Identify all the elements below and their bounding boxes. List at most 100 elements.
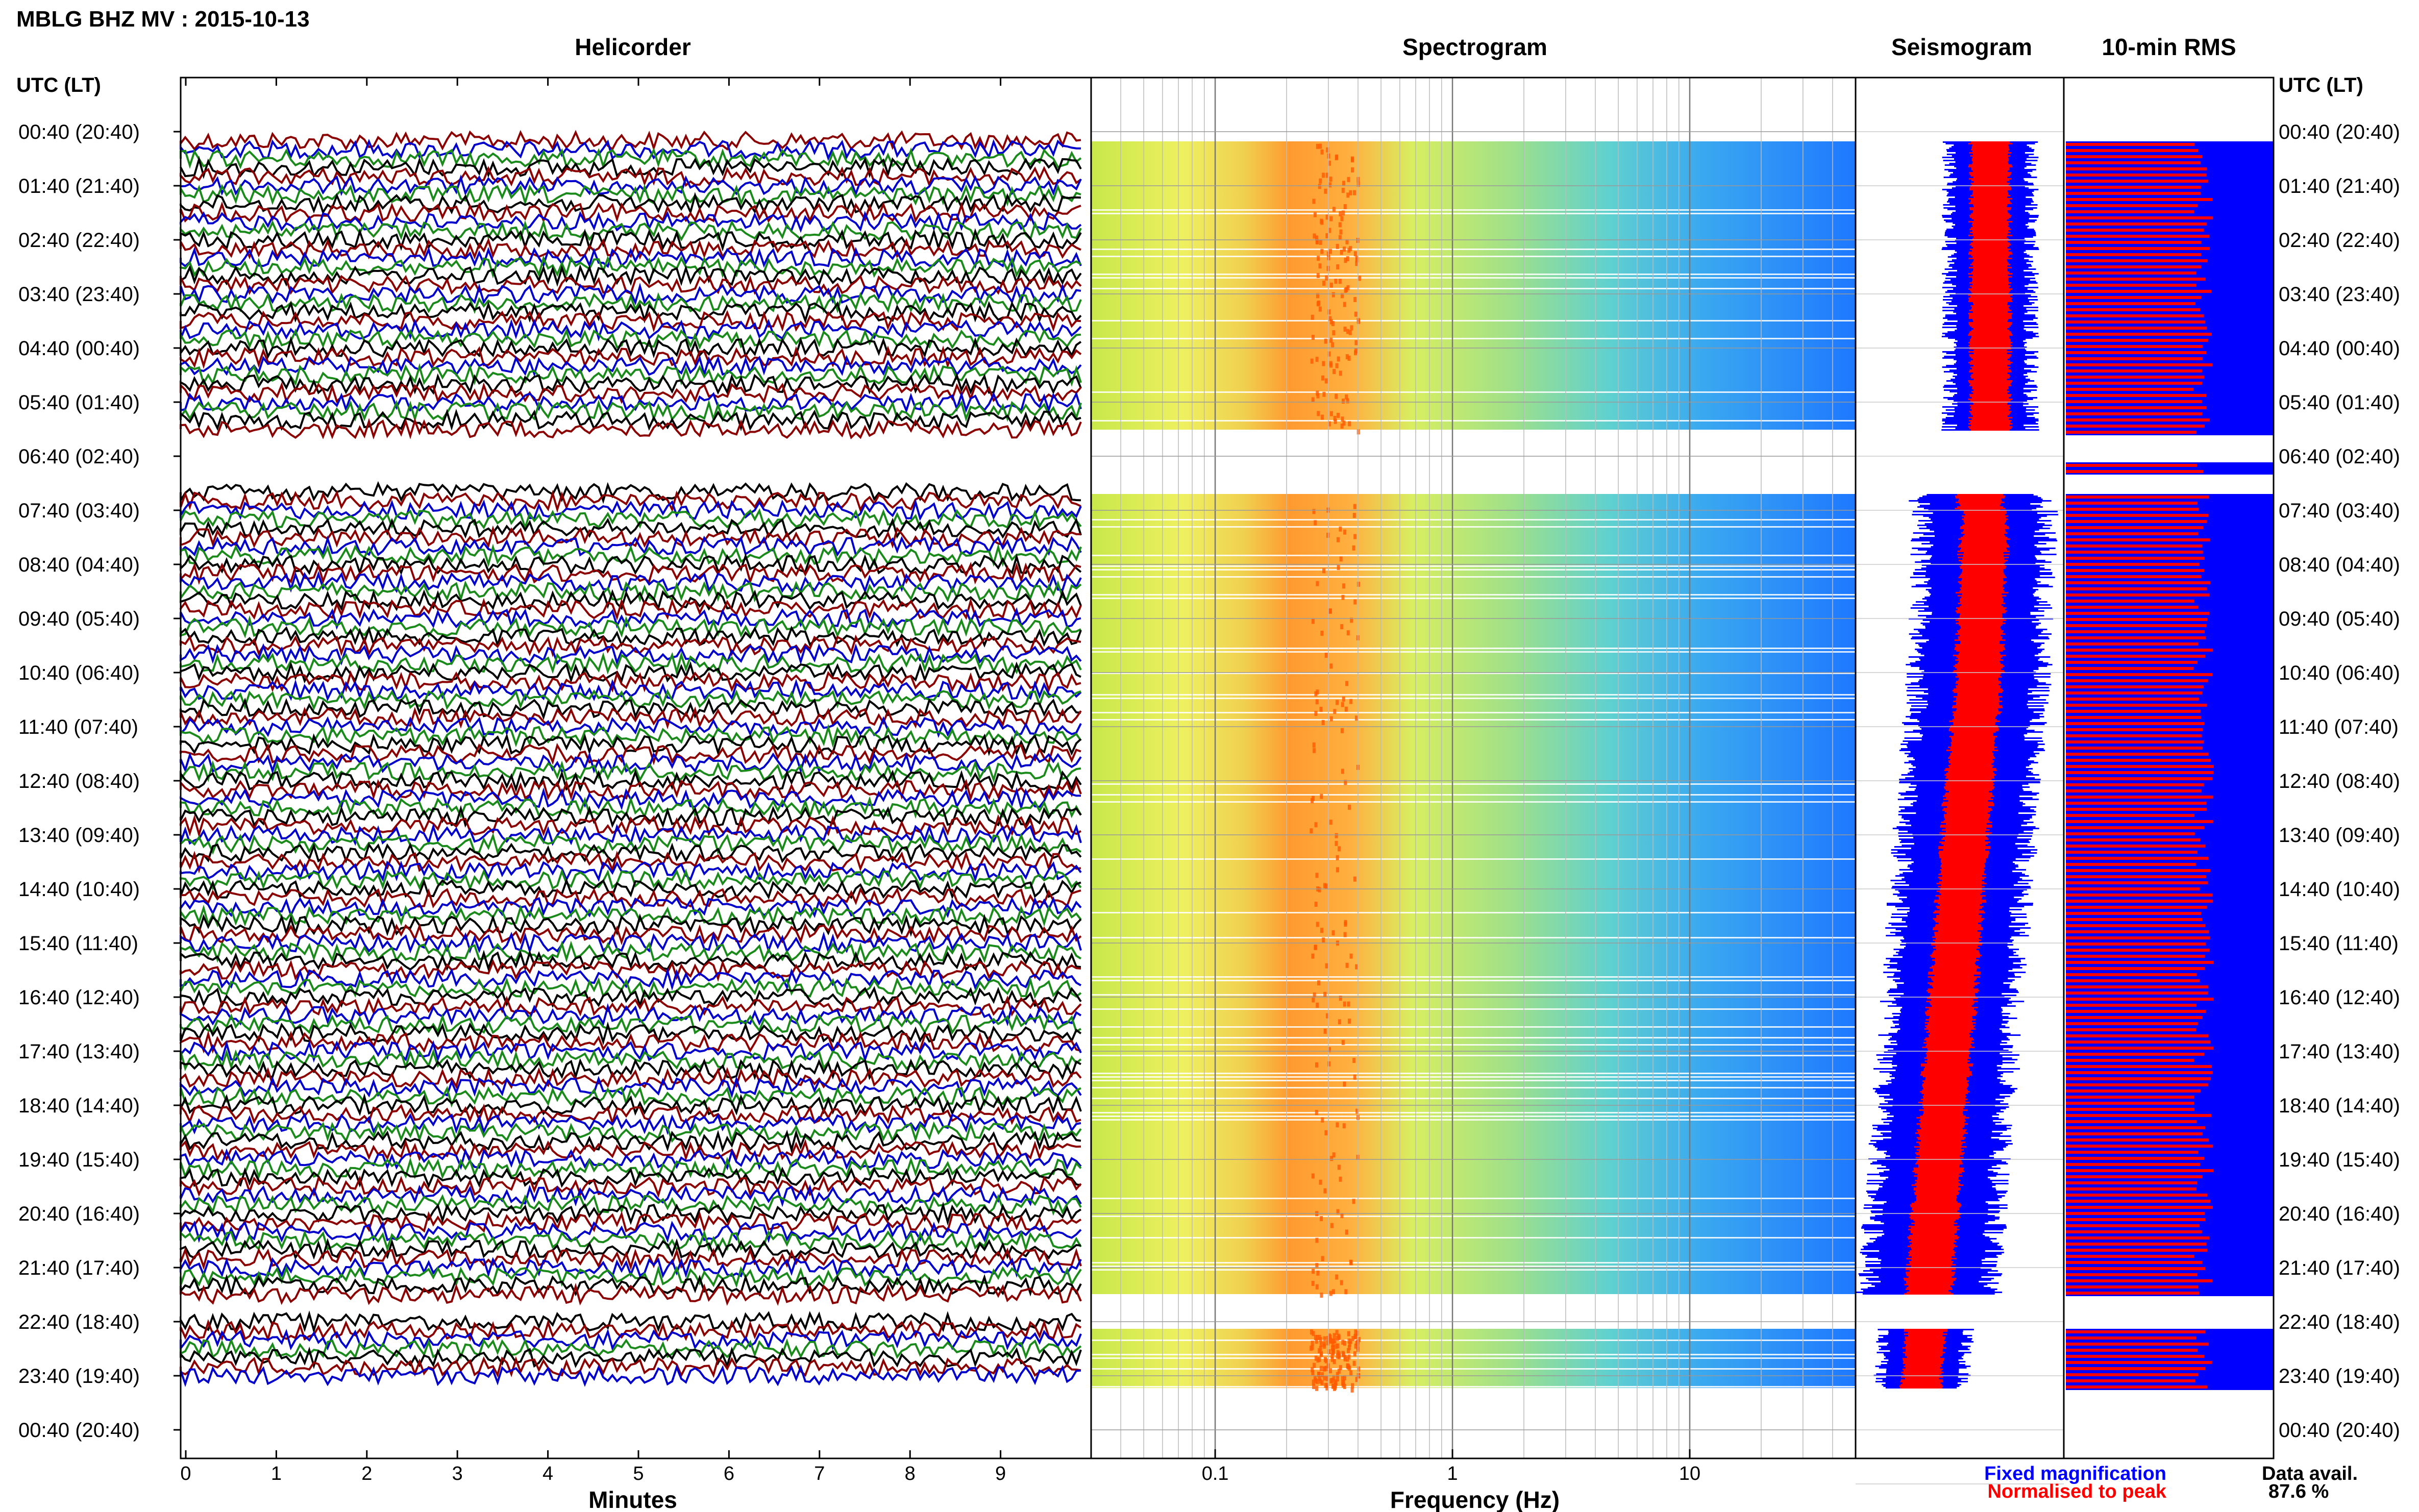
- rms-bar-normalised: [2066, 241, 2202, 244]
- rms-bar-normalised: [2066, 1236, 2210, 1240]
- rms-bar-normalised: [2066, 869, 2210, 872]
- rms-bar-normalised: [2066, 1206, 2213, 1209]
- helicorder-trace-line: [180, 651, 1082, 676]
- rms-bar-normalised: [2066, 186, 2201, 189]
- rms-bar-normalised: [2066, 210, 2194, 213]
- helicorder-trace-line: [180, 1337, 1082, 1360]
- time-label-right: 22:40 (18:40): [2279, 1311, 2400, 1333]
- helicorder-trace-line: [180, 391, 1082, 414]
- rms-bar-normalised: [2066, 470, 2204, 473]
- rms-bar-normalised: [2066, 949, 2210, 952]
- helicorder-trace-line: [180, 1184, 1082, 1207]
- rms-bar-normalised: [2066, 698, 2199, 701]
- rms-bar-normalised: [2066, 1053, 2204, 1056]
- helicorder-trace-line: [180, 842, 1082, 864]
- rms-bar-normalised: [2066, 973, 2197, 976]
- time-label-right: 02:40 (22:40): [2279, 229, 2400, 252]
- rms-bar-normalised: [2066, 863, 2196, 866]
- rms-bar-normalised: [2066, 339, 2208, 342]
- rms-bar-normalised: [2066, 636, 2206, 639]
- rms-bar-normalised: [2066, 1200, 2211, 1203]
- rms-bar-normalised: [2066, 753, 2209, 756]
- helicorder-x-tick-label: 0: [180, 1463, 191, 1484]
- helicorder-x-tick-label: 2: [361, 1463, 372, 1484]
- rms-bar-normalised: [2066, 253, 2202, 256]
- rms-bar-normalised: [2066, 1343, 2209, 1346]
- helicorder-x-tick-label: 9: [995, 1463, 1006, 1484]
- time-label-right: 20:40 (16:40): [2279, 1203, 2400, 1225]
- helicorder-trace-line: [180, 318, 1082, 342]
- helicorder-trace-line: [180, 228, 1082, 252]
- rms-bar-normalised: [2066, 845, 2206, 848]
- rms-bar-normalised: [2066, 1261, 2203, 1264]
- rms-bar-normalised: [2066, 431, 2197, 434]
- time-label-left: 10:40 (06:40): [18, 662, 140, 684]
- helicorder-trace-line: [180, 995, 1082, 1017]
- helicorder-trace-line: [180, 363, 1082, 387]
- rms-bar-normalised: [2066, 1102, 2194, 1105]
- helicorder-trace-line: [180, 382, 1082, 405]
- helicorder-trace-line: [180, 940, 1082, 963]
- rms-bar-normalised: [2066, 575, 2202, 578]
- helicorder-trace-line: [180, 130, 1081, 152]
- time-label-right: 12:40 (08:40): [2279, 770, 2400, 792]
- helicorder-trace-line: [180, 597, 1082, 621]
- rms-bar-normalised: [2066, 881, 2208, 884]
- helicorder-trace-line: [180, 923, 1082, 946]
- spectrogram-x-tick-label: 1: [1447, 1463, 1458, 1484]
- rms-bar-normalised: [2066, 759, 2211, 762]
- rms-bar-normalised: [2066, 642, 2199, 646]
- rms-bar-normalised: [2066, 320, 2205, 324]
- rms-bar-normalised: [2066, 851, 2198, 854]
- helicorder-trace-line: [180, 183, 1081, 207]
- rms-bar-normalised: [2066, 563, 2200, 566]
- rms-bar-normalised: [2066, 1071, 2213, 1074]
- rms-bar-normalised: [2066, 333, 2212, 336]
- helicorder-trace-line: [180, 868, 1082, 891]
- time-label-left: 12:40 (08:40): [18, 770, 140, 792]
- helicorder-trace-line: [180, 498, 1082, 522]
- time-label-left: 09:40 (05:40): [18, 608, 140, 630]
- rms-bar-normalised: [2066, 259, 2208, 262]
- helicorder-trace-line: [180, 958, 1081, 982]
- rms-bar-normalised: [2066, 296, 2202, 299]
- spectrogram-x-tick-label: 10: [1679, 1463, 1700, 1484]
- time-label-left: 13:40 (09:40): [18, 824, 140, 847]
- helicorder-trace-line: [180, 968, 1082, 991]
- helicorder-trace-line: [180, 508, 1082, 531]
- rms-bar-normalised: [2066, 600, 2194, 603]
- helicorder-trace-line: [180, 1175, 1082, 1198]
- rms-bar-normalised: [2066, 327, 2207, 330]
- rms-bar-normalised: [2066, 167, 2207, 170]
- helicorder-trace-line: [180, 1238, 1081, 1260]
- rms-bar-normalised: [2066, 222, 2207, 226]
- rms-bar-normalised: [2066, 1279, 2213, 1282]
- helicorder-x-tick-label: 3: [452, 1463, 463, 1484]
- rms-bar-normalised: [2066, 1059, 2194, 1062]
- spectrogram-band: [1091, 494, 1856, 1294]
- helicorder-trace-line: [180, 1310, 1081, 1334]
- helicorder-trace-line: [180, 904, 1082, 928]
- rms-bar-normalised: [2066, 1040, 2211, 1044]
- rms-bar-normalised: [2066, 1004, 2196, 1007]
- time-label-left: 06:40 (02:40): [18, 445, 140, 468]
- seismogram-panel: [1855, 77, 2065, 1484]
- rms-bar-normalised: [2066, 180, 2208, 183]
- helicorder-trace-line: [180, 417, 1082, 440]
- time-label-left: 05:40 (01:40): [18, 391, 140, 414]
- rms-bar-normalised: [2066, 425, 2205, 428]
- rms-bar-normalised: [2066, 673, 2213, 676]
- rms-bar-normalised: [2066, 204, 2198, 207]
- helicorder-trace-line: [180, 887, 1081, 909]
- time-label-left: 11:40 (07:40): [18, 716, 138, 738]
- rms-bar-normalised: [2066, 216, 2213, 219]
- helicorder-ticks: 0 1 2 3 4 5 6 7 8 9: [180, 78, 1006, 1484]
- rms-bar-normalised: [2066, 783, 2204, 786]
- time-label-right: 00:40 (20:40): [2279, 1419, 2400, 1442]
- time-label-right: 19:40 (15:40): [2279, 1149, 2400, 1171]
- rms-bar-normalised: [2066, 1224, 2200, 1227]
- rms-bar-normalised: [2066, 508, 2199, 511]
- helicorder-trace-line: [180, 400, 1082, 423]
- rms-bar-normalised: [2066, 734, 2202, 737]
- helicorder-trace-line: [180, 1093, 1082, 1117]
